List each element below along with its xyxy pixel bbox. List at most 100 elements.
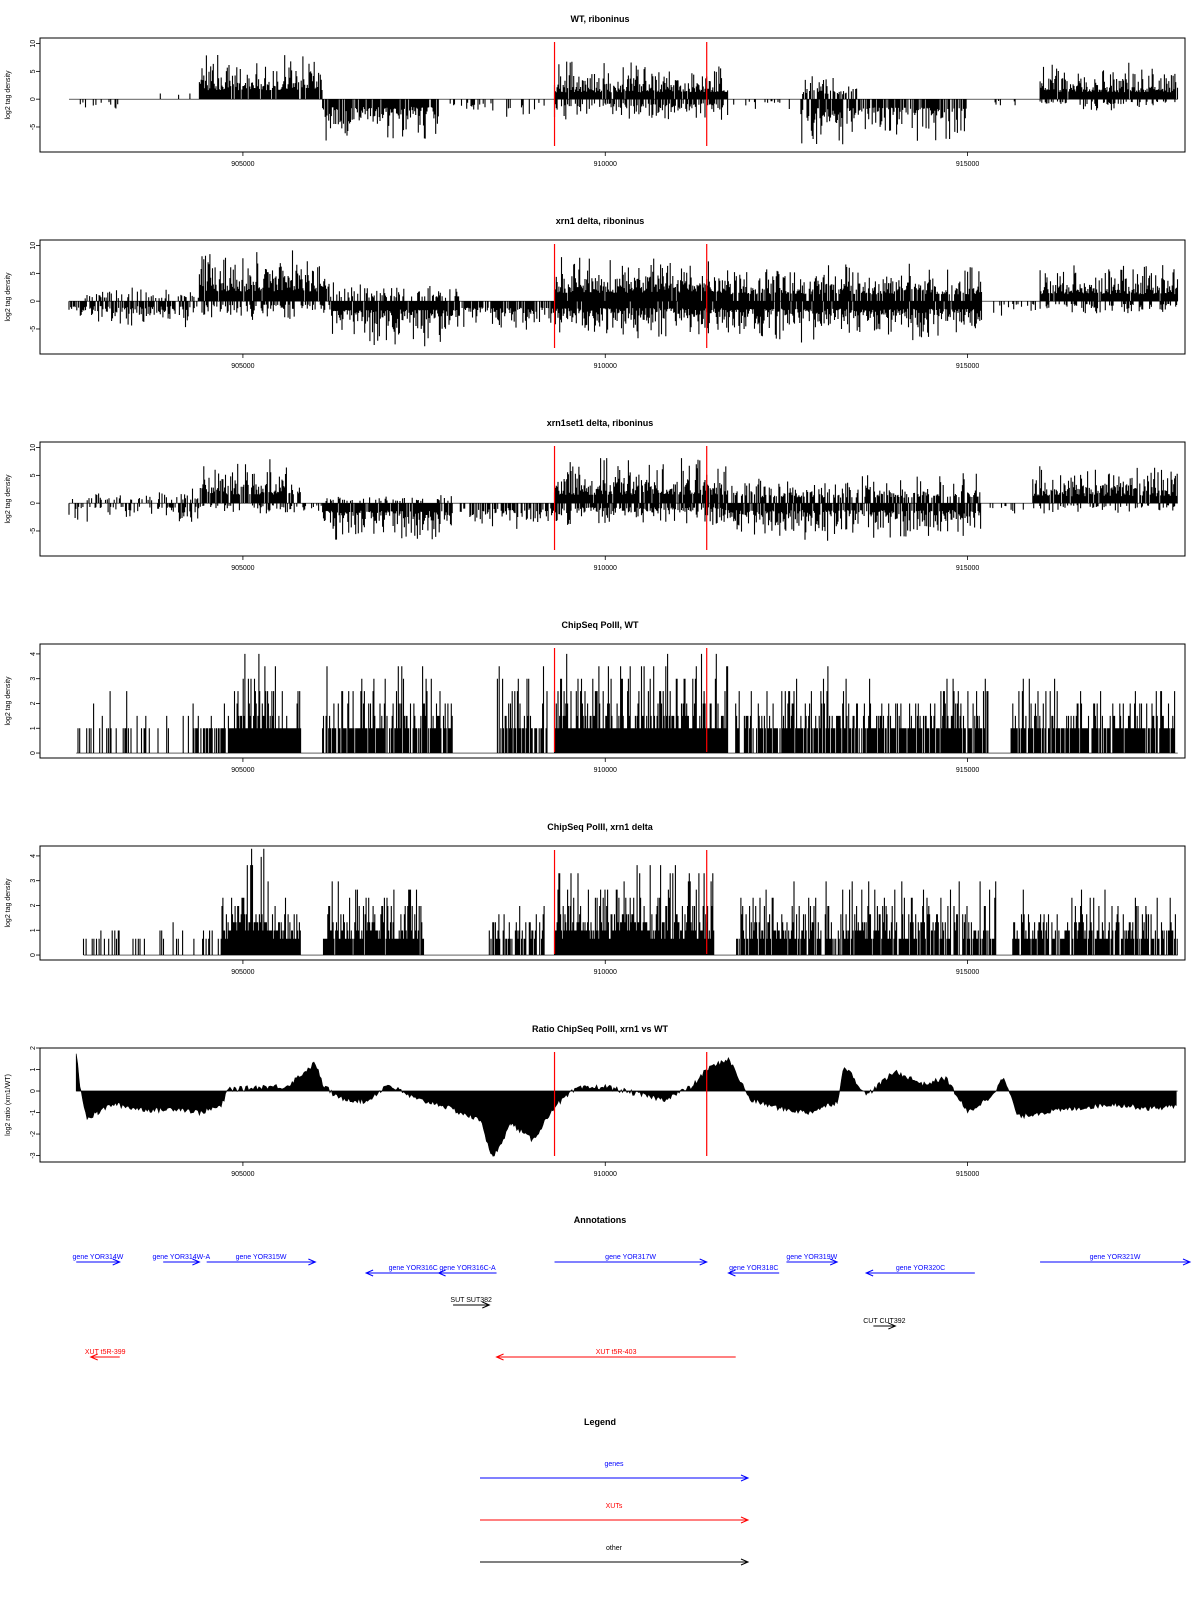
y-tick-label: 2 <box>30 903 37 907</box>
bars <box>68 250 1179 347</box>
y-tick-label: 2 <box>30 1046 37 1050</box>
annotation-label: XUT t5R-399 <box>85 1349 126 1356</box>
annotation-gene: gene YOR320C <box>864 1265 975 1277</box>
legend-label: XUTs <box>606 1503 623 1510</box>
bars <box>82 848 1178 955</box>
panel-xrn1set1-riboninus: xrn1set1 delta, riboninus log2 tag densi… <box>5 418 1186 572</box>
panel-wt-riboninus: WT, riboninus log2 tag density -5 0 5 10 905… <box>5 14 1186 168</box>
y-tick-label: 10 <box>30 444 37 452</box>
y-tick-label: 0 <box>30 97 37 101</box>
x-tick-label: 905000 <box>231 363 254 370</box>
annotation-gene: gene YOR318C <box>727 1265 780 1277</box>
x-tick-label: 905000 <box>231 969 254 976</box>
plot-area: 0 1 2 3 4 905000 910000 915000 <box>30 845 1186 976</box>
y-tick-label: 0 <box>30 299 37 303</box>
plot-frame <box>39 441 1186 557</box>
panel-chipseq-xrn1: ChipSeq PolII, xrn1 delta log2 tag densi… <box>5 822 1186 976</box>
annotation-gene: gene YOR316C-A <box>437 1265 497 1277</box>
annotation-other: CUT CUT392 <box>863 1318 906 1330</box>
plot-area: -5 0 5 10 905000 910000 915000 <box>30 37 1186 168</box>
panel-title: ChipSeq PolII, xrn1 delta <box>547 822 654 832</box>
x-tick-label: 910000 <box>594 161 617 168</box>
y-tick-label: 1 <box>30 726 37 730</box>
arrow-head <box>740 1516 750 1524</box>
y-tick-label: 5 <box>30 271 37 275</box>
annotations-panel: Annotations gene YOR314W gene YOR314W-A ge… <box>73 1215 1192 1361</box>
annotation-label: gene YOR314W <box>73 1254 124 1261</box>
annotation-tracks: gene YOR314W gene YOR314W-A gene YOR315W ge… <box>73 1254 1192 1361</box>
y-tick-label: 0 <box>30 751 37 755</box>
annotation-xut: XUT t5R-403 <box>495 1349 736 1361</box>
y-tick-label: -3 <box>30 1152 37 1158</box>
plot-area: -5 0 5 10 905000 910000 915000 <box>30 239 1186 370</box>
plot-frame <box>39 643 1186 759</box>
arrow-head <box>495 1353 504 1361</box>
plot-frame <box>39 239 1186 355</box>
annotation-label: gene YOR315W <box>236 1254 287 1261</box>
arrow-head <box>727 1269 736 1277</box>
x-tick-label: 905000 <box>231 1171 254 1178</box>
x-tick-label: 910000 <box>594 565 617 572</box>
arrow-head <box>740 1474 750 1482</box>
arrow-head <box>1182 1258 1192 1266</box>
annotation-gene: gene YOR317W <box>554 1254 708 1266</box>
annotation-gene: gene YOR314W <box>73 1254 124 1266</box>
density-bars <box>79 55 1179 145</box>
density-bars <box>68 250 1179 347</box>
x-tick-label: 905000 <box>231 565 254 572</box>
y-axis-label: log2 tag density <box>5 70 12 120</box>
y-axis-label: log2 tag density <box>5 272 12 322</box>
legend-entry-xut: XUTs <box>480 1503 750 1524</box>
x-tick-label: 915000 <box>956 161 979 168</box>
annotation-xut: XUT t5R-399 <box>85 1349 126 1361</box>
x-tick-label: 915000 <box>956 1171 979 1178</box>
legend-title: Legend <box>584 1417 616 1427</box>
density-bars <box>82 848 1178 955</box>
y-tick-label: -2 <box>30 1131 37 1137</box>
plot-area: -3 -2 -1 0 1 2 905000 910000 915000 <box>30 1046 1186 1178</box>
y-axis-label: log2 ratio (xrn1/WT) <box>5 1074 12 1136</box>
legend-entry-gene: genes <box>480 1461 750 1482</box>
arrow-head <box>829 1258 839 1266</box>
y-tick-label: 5 <box>30 69 37 73</box>
y-tick-label: -5 <box>30 326 37 332</box>
x-tick-label: 905000 <box>231 161 254 168</box>
annotations-title: Annotations <box>574 1215 627 1225</box>
x-tick-label: 910000 <box>594 363 617 370</box>
arrow-head <box>699 1258 708 1266</box>
y-tick-label: -5 <box>30 528 37 534</box>
legend-label: genes <box>604 1461 624 1468</box>
x-tick-label: 915000 <box>956 969 979 976</box>
arrow-head <box>864 1269 874 1277</box>
panel-title: ChipSeq PolII, WT <box>562 620 639 630</box>
plot-frame <box>39 37 1186 153</box>
annotation-label: gene YOR316C-A <box>439 1265 496 1272</box>
annotation-label: XUT t5R-403 <box>596 1349 637 1356</box>
annotation-gene: gene YOR321W <box>1040 1254 1192 1266</box>
arrow-head <box>888 1322 897 1330</box>
y-tick-label: 0 <box>30 1089 37 1093</box>
annotation-gene: gene YOR315W <box>206 1254 317 1266</box>
arrow-head <box>192 1258 201 1266</box>
annotation-label: CUT CUT392 <box>863 1318 905 1325</box>
y-tick-label: 0 <box>30 501 37 505</box>
legend-panel: Legend genes XUTs other <box>480 1417 750 1566</box>
legend-entry-other: other <box>480 1545 750 1566</box>
panel-title: Ratio ChipSeq PolII, xrn1 vs WT <box>532 1024 669 1034</box>
y-tick-label: 0 <box>30 953 37 957</box>
legend-label: other <box>606 1545 623 1552</box>
bars <box>68 458 1178 541</box>
y-tick-label: 1 <box>30 928 37 932</box>
arrow-head <box>482 1301 491 1309</box>
bars <box>79 55 1179 145</box>
x-tick-label: 910000 <box>594 969 617 976</box>
y-tick-label: 2 <box>30 701 37 705</box>
density-bars <box>68 458 1178 541</box>
arrow-head <box>364 1269 374 1277</box>
plot-frame <box>39 1047 1186 1163</box>
y-tick-label: 3 <box>30 677 37 681</box>
y-tick-label: 10 <box>30 40 37 48</box>
panel-ratio: Ratio ChipSeq PolII, xrn1 vs WT log2 rat… <box>5 1024 1186 1178</box>
annotation-label: gene YOR314W-A <box>152 1254 210 1261</box>
